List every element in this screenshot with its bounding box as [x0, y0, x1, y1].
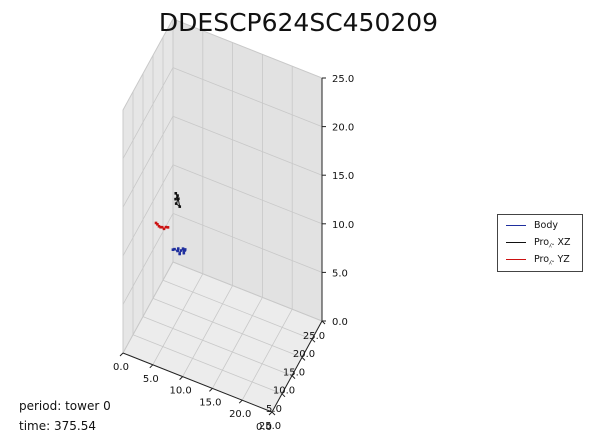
- grid-line: [122, 116, 174, 208]
- x-tick-label: 20.0: [229, 409, 251, 420]
- data-point: [160, 225, 164, 229]
- tick-labels: 0.05.010.015.020.025.00.05.010.015.020.0…: [113, 74, 354, 433]
- data-point: [183, 248, 187, 251]
- data-point: [181, 247, 185, 250]
- grid-line: [122, 18, 174, 111]
- data-point: [166, 226, 170, 229]
- legend-item-body: Body: [506, 218, 558, 232]
- x-tick-label: 25.0: [259, 421, 281, 432]
- z-tick-label: 15.0: [332, 171, 354, 182]
- data-point: [162, 227, 166, 231]
- y-tick-label: 0.0: [256, 422, 272, 433]
- data-point: [176, 197, 180, 201]
- data-point: [156, 222, 159, 226]
- grid-line: [162, 279, 313, 340]
- grid-line: [132, 334, 283, 395]
- data-point: [173, 247, 176, 251]
- data-point: [164, 225, 168, 229]
- y-tick-mark: [311, 338, 316, 343]
- z-tick-label: 25.0: [332, 74, 354, 85]
- grid-line: [122, 67, 174, 159]
- y-tick-mark: [301, 357, 306, 361]
- data-point: [159, 225, 162, 229]
- x-tick-label: 10.0: [169, 386, 191, 397]
- x-tick-mark: [179, 376, 183, 380]
- grid-line: [152, 273, 204, 365]
- series-line-0: [172, 246, 186, 256]
- x-tick-label: 5.0: [143, 374, 159, 385]
- data-point: [154, 221, 158, 225]
- grid-line: [122, 164, 174, 256]
- y-tick-label: 20.0: [293, 349, 315, 360]
- y-tick-mark: [291, 375, 296, 379]
- data-point: [176, 194, 179, 197]
- y-tick-label: 5.0: [266, 404, 282, 415]
- chart-title: DDESCP624SC450209: [158, 8, 439, 37]
- grid-line: [142, 316, 293, 376]
- x-tick-label: 0.0: [113, 362, 129, 373]
- grid-line: [172, 18, 323, 79]
- period-label: period: tower 0: [19, 399, 111, 413]
- data-point: [171, 248, 175, 251]
- x-tick-mark: [149, 364, 154, 369]
- x-axis-line: [122, 352, 273, 413]
- data-series: [154, 192, 187, 256]
- grid-line: [172, 67, 323, 127]
- grid-line: [172, 213, 323, 273]
- x-tick-mark: [238, 399, 243, 404]
- legend-label-body: Body: [534, 219, 558, 231]
- data-point: [176, 247, 180, 250]
- z-tick-label: 0.0: [332, 317, 348, 328]
- legend-swatch-proj-yz: [506, 258, 526, 260]
- y-axis-line: [271, 320, 323, 413]
- x-tick-label: 15.0: [199, 397, 221, 408]
- z-tick-label: 5.0: [332, 268, 348, 279]
- y-tick-label: 25.0: [303, 331, 325, 342]
- axis-lines: [122, 78, 323, 413]
- legend-swatch-proj-xz: [506, 241, 526, 243]
- z-tick-label: 10.0: [332, 220, 354, 231]
- y-tick-label: 10.0: [273, 386, 295, 397]
- data-point: [179, 249, 183, 252]
- grid-line: [212, 297, 263, 389]
- data-point: [157, 224, 161, 228]
- x-tick-mark: [119, 352, 124, 357]
- x-tick-mark: [209, 388, 213, 392]
- data-point: [178, 205, 182, 208]
- data-point: [174, 202, 178, 205]
- grid-line: [172, 164, 323, 225]
- data-point: [182, 251, 186, 255]
- data-point: [178, 252, 181, 256]
- z-tick-label: 20.0: [332, 123, 354, 134]
- legend-item-proj-yz: Pro⁁. YZ: [506, 252, 570, 266]
- grid-line: [122, 261, 174, 354]
- data-point: [174, 192, 178, 195]
- legend: Body Pro⁁. XZ Pro⁁. YZ: [497, 214, 583, 272]
- legend-swatch-body: [506, 224, 526, 226]
- data-point: [174, 197, 177, 201]
- y-tick-mark: [271, 411, 276, 416]
- time-label: time: 375.54: [19, 419, 96, 433]
- grid-line: [152, 298, 303, 358]
- grid-line: [172, 115, 323, 176]
- grid-line: [182, 285, 233, 377]
- y-tick-label: 15.0: [283, 367, 305, 378]
- data-point: [176, 249, 179, 253]
- grid-line: [172, 261, 323, 322]
- legend-label-proj-yz: Pro⁁. YZ: [534, 253, 570, 265]
- legend-label-proj-xz: Pro⁁. XZ: [534, 236, 571, 248]
- y-tick-mark: [281, 393, 286, 398]
- grid-line: [241, 309, 293, 401]
- x-tick-mark: [268, 411, 273, 416]
- legend-item-proj-xz: Pro⁁. XZ: [506, 235, 571, 249]
